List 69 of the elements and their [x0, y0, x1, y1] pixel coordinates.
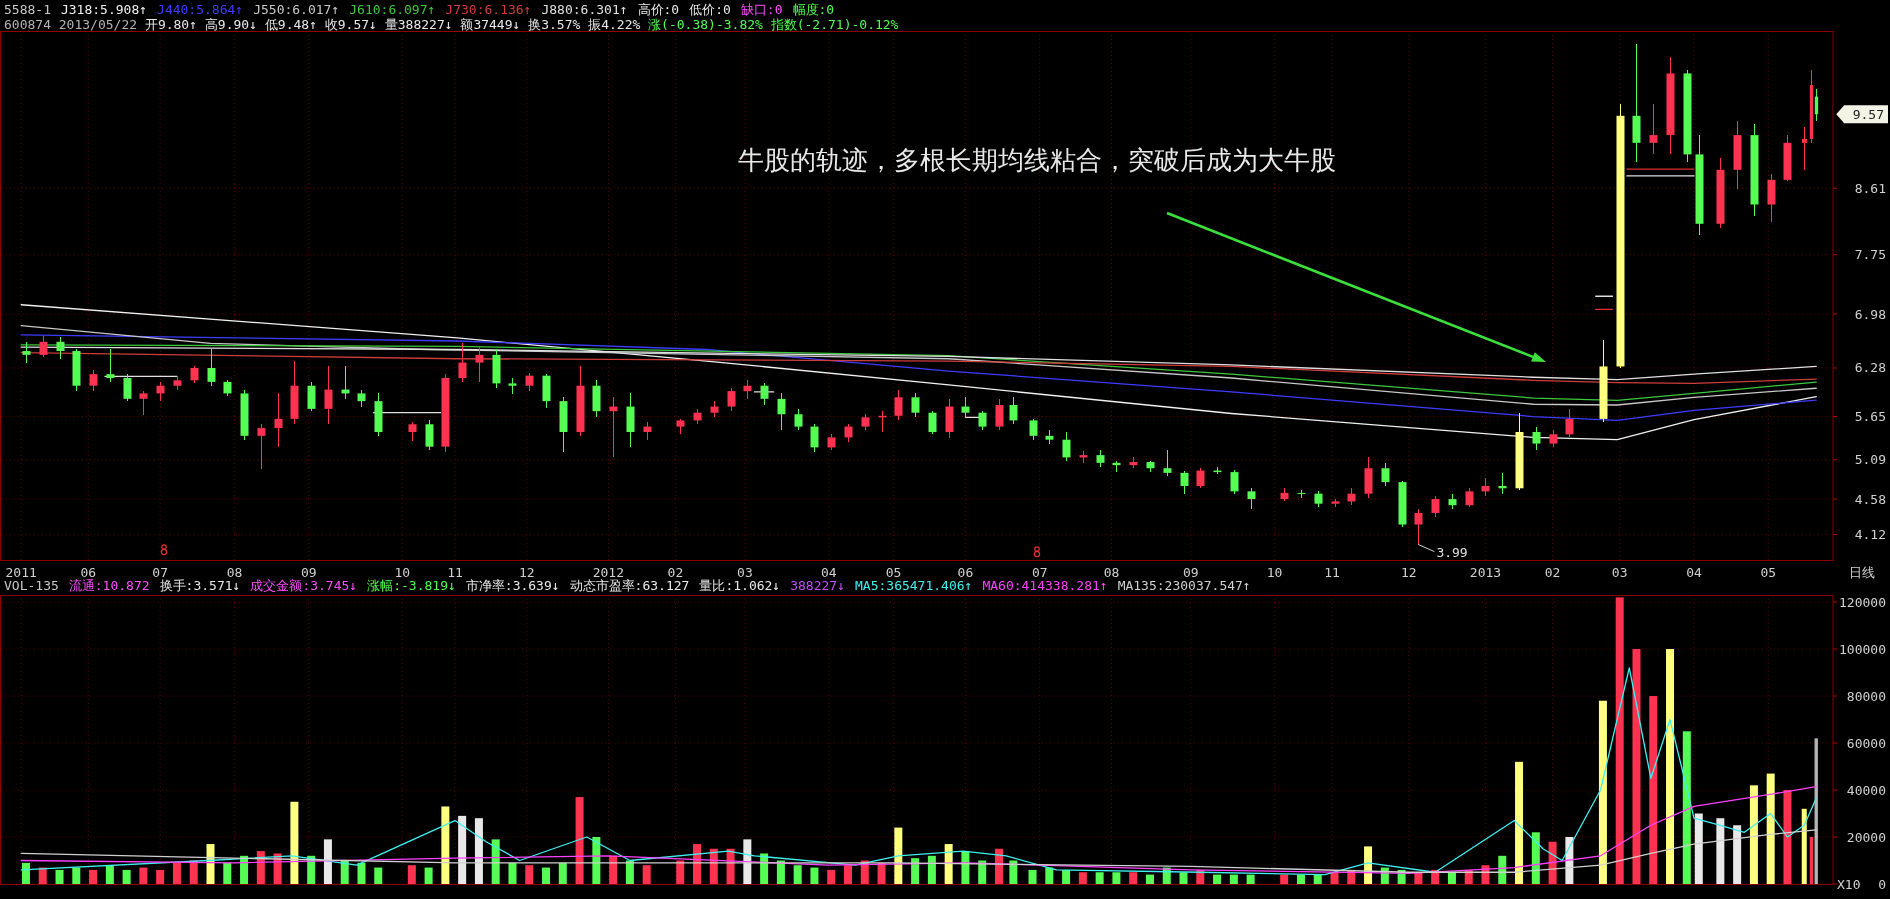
legend-item: J550:6.017↑: [253, 1, 340, 17]
y-tick-label: 6.98: [1854, 306, 1886, 322]
annotation: 低价:0: [689, 1, 731, 17]
annotation: 高价:0: [637, 1, 680, 17]
legend-title: VOL-135: [4, 577, 59, 593]
y-tick-label: 120000: [1839, 594, 1886, 610]
annotation: 3.99: [1436, 545, 1468, 561]
y-tick-label: 5.65: [1854, 409, 1886, 425]
y-tick-label: 40000: [1846, 782, 1886, 798]
x-tick-label: 05: [1760, 564, 1777, 580]
x-axis-title: 日线: [1848, 564, 1875, 580]
y-tick-label: 8.61: [1854, 180, 1886, 196]
subtitle: 600874 2013/05/22 开9.80↑ 高9.90↓ 低9.48↑ 收9.57↓ 量388227↓ 额37449↓ 换3.57% 振4.22% 涨(-0.38)-3.82% 指数(-2.71)-0.12%: [4, 16, 899, 32]
x-tick-label: 12: [519, 564, 535, 580]
y-tick-label: 6.28: [1854, 360, 1886, 376]
y-tick-label: 0: [1878, 876, 1886, 892]
annotation: 动态市盈率:63.127: [569, 577, 690, 593]
legend-item: J730:6.136↑: [445, 1, 532, 17]
legend-item: MA60:414338.281↑: [982, 577, 1108, 593]
x-tick-label: 2013: [1469, 564, 1502, 580]
legend-item: J880:6.301↑: [541, 1, 628, 17]
x-tick-label: 07: [1031, 564, 1048, 580]
x-tick-label: 04: [1686, 564, 1702, 580]
x-tick-label: 10: [394, 564, 411, 580]
x-tick-label: 04: [821, 564, 837, 580]
y-tick-label: 100000: [1839, 641, 1886, 657]
y-axis-title: X10: [1837, 876, 1861, 892]
x-tick-label: 05: [885, 564, 902, 580]
x-tick-label: 03: [1611, 564, 1628, 580]
x-tick-label: 12: [1400, 564, 1417, 580]
annotation: 流通:10.872: [68, 577, 150, 593]
x-tick-label: 02: [667, 564, 684, 580]
legend-item: J440:5.864↑: [157, 1, 244, 17]
legend-title: 5588-1: [4, 1, 51, 17]
y-tick-label: 7.75: [1854, 247, 1886, 263]
x-tick-label: 09: [1182, 564, 1199, 580]
x-tick-label: 11: [447, 564, 463, 580]
x-tick-label: 06: [957, 564, 974, 580]
x-tick-label: 11: [1324, 564, 1340, 580]
annotation: 成交金额:3.745↓: [250, 577, 358, 593]
annotation: 388227↓: [790, 577, 845, 593]
x-tick-label: 06: [80, 564, 97, 580]
y-tick-label: 4.58: [1854, 491, 1886, 507]
legend-item: J318:5.908↑: [60, 1, 148, 17]
x-tick-label: 2012: [592, 564, 624, 580]
annotation: 换手:3.571↓: [159, 577, 241, 593]
x-tick-label: 10: [1266, 564, 1283, 580]
annotation: 幅度:0: [792, 1, 835, 17]
y-tick-label: 4.12: [1854, 527, 1886, 543]
y-tick-label: 5.09: [1854, 452, 1886, 468]
annotation: 市净率:3.639↓: [465, 577, 560, 593]
x-tick-label: 2011: [5, 564, 37, 580]
y-tick-label: 80000: [1846, 688, 1886, 704]
legend-item: MA135:230037.547↑: [1117, 577, 1251, 593]
x-tick-label: 09: [300, 564, 317, 580]
annotation: 量比:1.062↓: [699, 577, 781, 593]
legend-item: J610:6.097↑: [349, 1, 436, 17]
x-tick-label: 08: [1103, 564, 1120, 580]
annotation: 缺口:0: [740, 1, 783, 17]
legend-item: MA5:365471.406↑: [855, 577, 973, 593]
x-tick-label: 03: [737, 564, 753, 580]
x-tick-label: 02: [1544, 564, 1561, 580]
y-tick-label: 20000: [1846, 829, 1886, 845]
x-tick-label: 07: [152, 564, 168, 580]
annotation: 涨幅:-3.819↓: [367, 577, 456, 593]
annotation: 9.57: [1852, 106, 1884, 122]
y-tick-label: 60000: [1846, 735, 1886, 751]
annotation: 牛股的轨迹，多根长期均线粘合，突破后成为大牛股: [738, 145, 1336, 175]
x-tick-label: 08: [226, 564, 243, 580]
